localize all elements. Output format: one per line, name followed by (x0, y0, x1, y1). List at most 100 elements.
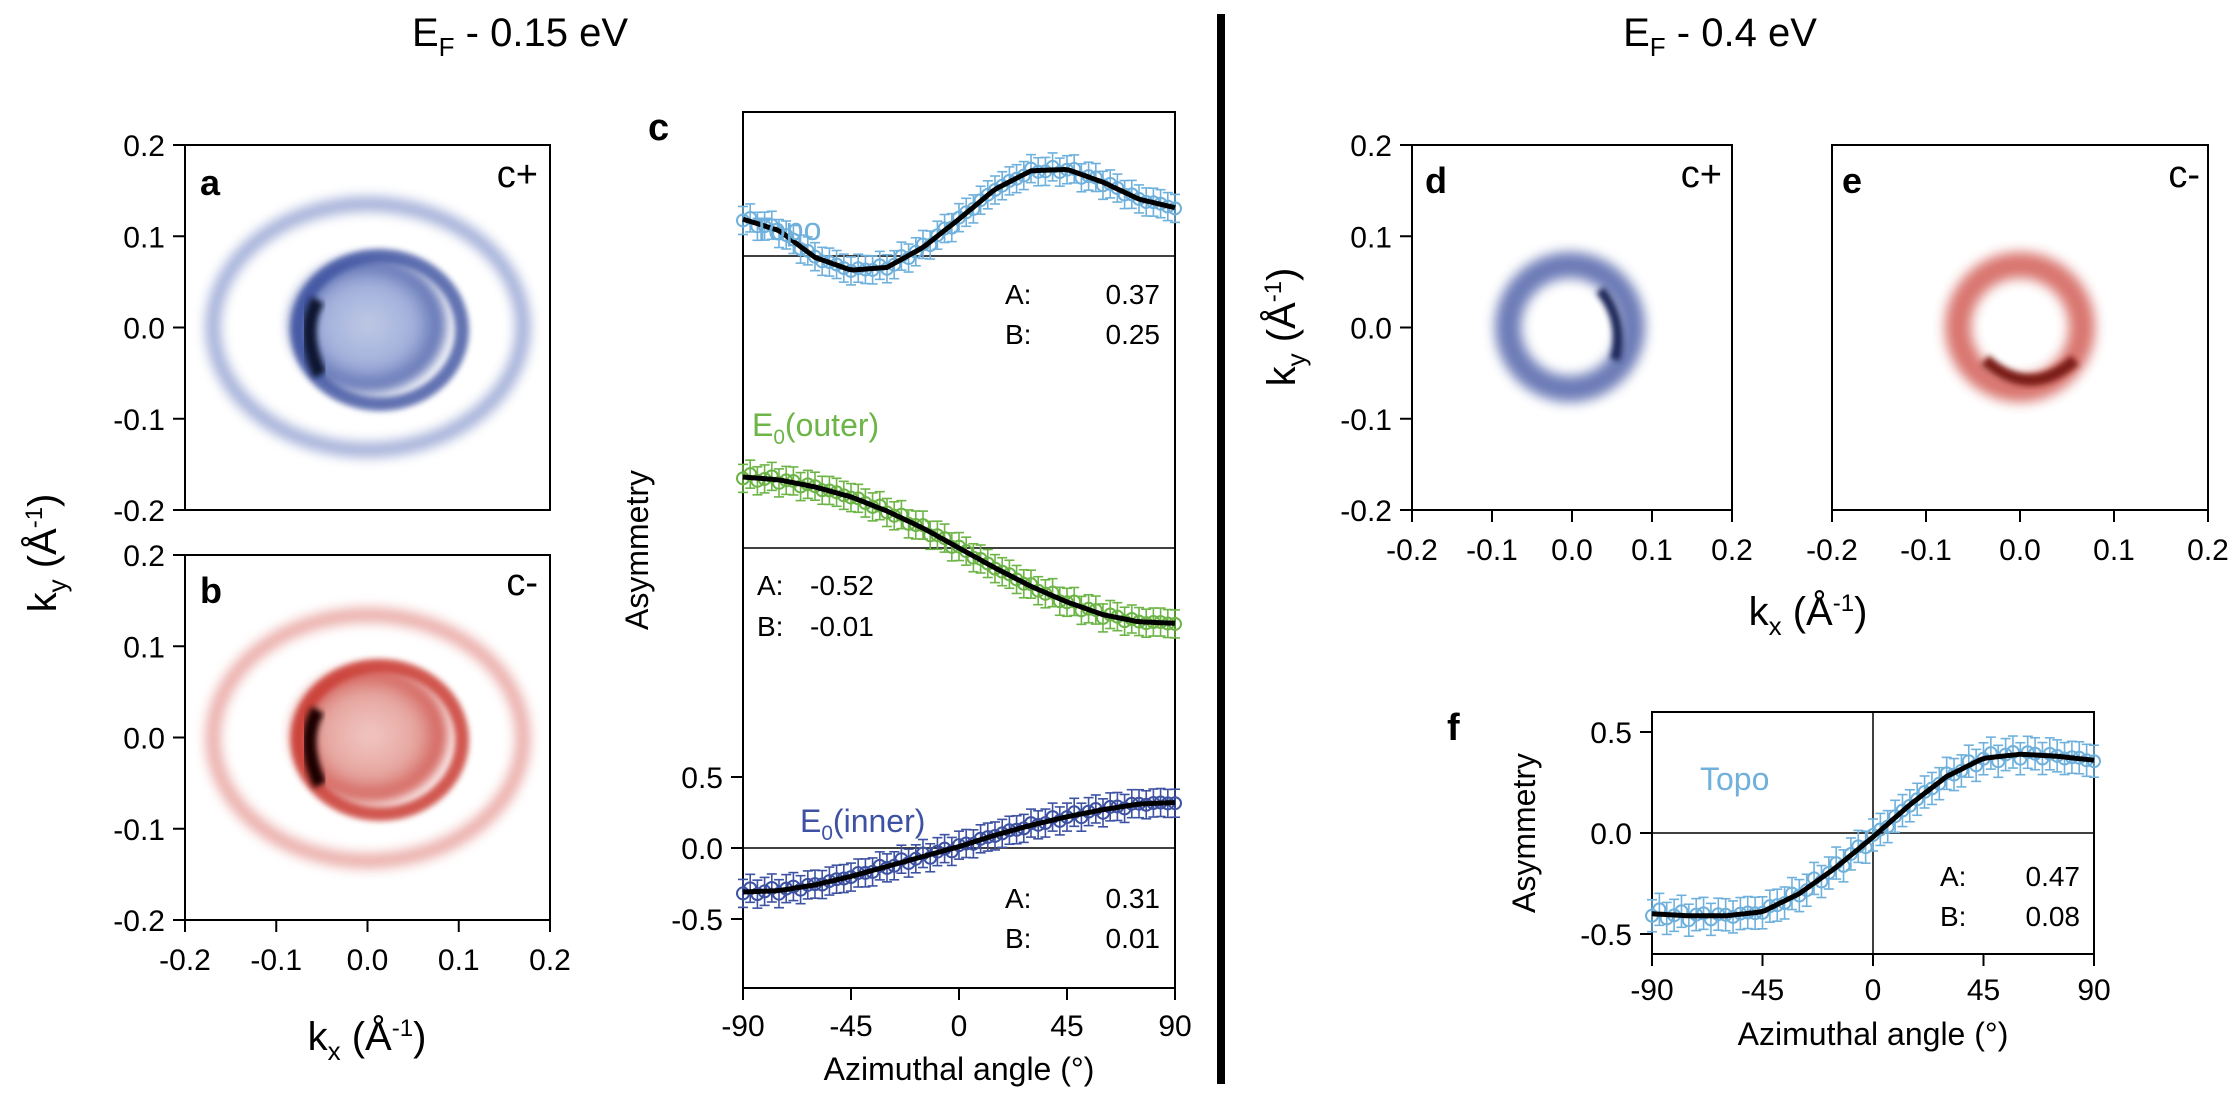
pol-label-a: c+ (497, 154, 538, 196)
header-right: EF - 0.4 eV (1623, 11, 1817, 62)
chart-f-ytick-label: 0.0 (1590, 818, 1632, 851)
chart-f-plot: Topo A: 0.47 B: 0.08 -0.5 0.0 0.5 -90 -45 0 45 90 (1580, 712, 2111, 1007)
fit-B-f: 0.08 (2026, 901, 2081, 932)
map-b-ytick-label: -0.2 (113, 905, 165, 938)
fit-B-label-topo: B: (1005, 319, 1031, 350)
ky-label-right: ky (Å-1) (1259, 268, 1311, 387)
map-b-ytick-label: 0.0 (123, 723, 165, 756)
map-d-xtick-label: -0.2 (1386, 534, 1438, 567)
chart-c-xtick-label: 45 (1050, 1010, 1083, 1043)
fit-A-label-inner: A: (1005, 883, 1031, 914)
pol-label-e: c- (2168, 154, 2200, 196)
fit-B-label-outer: B: (757, 611, 783, 642)
fit-A-inner: 0.31 (1106, 883, 1161, 914)
chart-c-topo-fit-line (742, 166, 1176, 273)
panel-letter-f: f (1447, 707, 1460, 749)
map-b-ytick-label: -0.1 (113, 814, 165, 847)
fit-A-f: 0.47 (2026, 861, 2081, 892)
chart-f-ytick-label: -0.5 (1580, 919, 1632, 952)
fit-B-label-inner: B: (1005, 923, 1031, 954)
chart-c-plot: Topo A: 0.37 B: 0.25 E0(outer) A: -0.52 B: -0.01 E… (671, 152, 1192, 1043)
fit-A-label-f: A: (1940, 861, 1966, 892)
azim-label-c: Azimuthal angle (°) (824, 1051, 1095, 1087)
map-a-image (206, 197, 530, 457)
header-left: EF - 0.15 eV (412, 11, 628, 62)
chart-c-xtick-label: -45 (829, 1010, 872, 1043)
map-e-axes: -0.2 -0.1 0.0 0.1 0.2 (1806, 510, 2229, 567)
fit-A-label-topo: A: (1005, 279, 1031, 310)
panel-b: 0.2 0.1 0.0 -0.1 -0.2 -0.2 -0.1 0.0 0.1 0.2 b c- (113, 540, 571, 977)
map-b-image (206, 608, 530, 868)
map-d-ytick-label: 0.1 (1350, 221, 1392, 254)
map-d-ytick-label: -0.2 (1340, 495, 1392, 528)
chart-c-ytick-label: 0.0 (681, 833, 723, 866)
map-a-ytick-label: -0.2 (113, 495, 165, 528)
chart-c-topo-point (959, 205, 974, 220)
chart-f-xtick-label: 0 (1865, 974, 1882, 1007)
series-label-outer: E0(outer) (752, 407, 879, 449)
chart-c-outer-point (995, 564, 1010, 579)
chart-f-xtick-label: 90 (2077, 974, 2110, 1007)
fit-B-inner: 0.01 (1106, 923, 1161, 954)
chart-f-topo-fit-line (1651, 751, 2095, 919)
chart-f-ytick-label: 0.5 (1590, 717, 1632, 750)
chart-c-topo-point (980, 187, 995, 202)
map-b-xtick-label: 0.2 (529, 944, 571, 977)
chart-c-xtick-label: 90 (1158, 1010, 1191, 1043)
panel-a: 0.2 0.1 0.0 -0.1 -0.2 a c+ (113, 130, 551, 528)
fit-A-label-outer: A: (757, 570, 783, 601)
map-b-axes: 0.2 0.1 0.0 -0.1 -0.2 -0.2 -0.1 0.0 0.1 0.2 (113, 540, 571, 977)
map-a-axes: 0.2 0.1 0.0 -0.1 -0.2 (113, 130, 185, 528)
map-e-frame (1831, 144, 2209, 511)
map-d-ytick-label: -0.1 (1340, 404, 1392, 437)
map-e-image (1945, 252, 2095, 402)
map-d-ytick-label: 0.0 (1350, 313, 1392, 346)
series-label-inner: E0(inner) (800, 803, 925, 845)
fit-A-outer: -0.52 (810, 570, 874, 601)
asym-label-c: Asymmetry (619, 470, 655, 630)
panel-c: Topo A: 0.37 B: 0.25 E0(outer) A: -0.52 B: -0.01 E… (619, 107, 1192, 1087)
chart-c-topo-point (988, 183, 1002, 198)
map-d-frame (1411, 144, 1733, 511)
fit-B-outer: -0.01 (810, 611, 874, 642)
azim-label-f: Azimuthal angle (°) (1738, 1016, 2009, 1052)
map-e-xtick-label: 0.2 (2187, 534, 2229, 567)
fit-A-topo: 0.37 (1106, 279, 1161, 310)
chart-c-topo-point (779, 227, 794, 242)
ky-label-left: ky (Å-1) (20, 494, 72, 613)
chart-f-xtick-label: 45 (1967, 974, 2000, 1007)
map-b-xtick-label: -0.2 (159, 944, 211, 977)
chart-c-inner-fit-line (742, 800, 1176, 895)
chart-c-topo-point (808, 249, 822, 264)
panel-letter-c: c (648, 107, 669, 149)
map-d-xtick-label: -0.1 (1466, 534, 1518, 567)
chart-c-topo-point (995, 178, 1010, 193)
chart-f-xtick-label: -90 (1630, 974, 1673, 1007)
map-a-ytick-label: 0.1 (123, 221, 165, 254)
kx-label-left: kx (Å-1) (308, 1014, 427, 1066)
map-d-axes: 0.2 0.1 0.0 -0.1 -0.2 -0.2 -0.1 0.0 0.1 0.2 (1340, 130, 1753, 567)
asym-label-f: Asymmetry (1506, 753, 1542, 913)
chart-f-topo-point (1843, 846, 1858, 861)
chart-f-xtick-label: -45 (1741, 974, 1784, 1007)
map-d-xtick-label: 0.0 (1551, 534, 1593, 567)
map-e-xtick-label: 0.1 (2093, 534, 2135, 567)
chart-f-topo-point (1910, 792, 1925, 807)
map-a-ytick-label: 0.0 (123, 313, 165, 346)
chart-c-xtick-label: -90 (721, 1010, 764, 1043)
chart-c-ytick-label: 0.5 (681, 762, 723, 795)
map-a-ytick-label: 0.2 (123, 130, 165, 163)
panel-letter-d: d (1425, 160, 1447, 201)
chart-c-outer-fit-line (742, 474, 1176, 626)
map-e-xtick-label: 0.0 (1999, 534, 2041, 567)
map-b-xtick-label: 0.0 (347, 944, 389, 977)
pol-label-d: c+ (1681, 154, 1722, 196)
chart-f-topo-point (2035, 751, 2050, 766)
map-d-xtick-label: 0.2 (1711, 534, 1753, 567)
chart-c-ytick-label: -0.5 (671, 904, 723, 937)
map-b-ytick-label: 0.2 (123, 540, 165, 573)
map-b-ytick-label: 0.1 (123, 631, 165, 664)
series-label-f-topo: Topo (1700, 761, 1769, 797)
